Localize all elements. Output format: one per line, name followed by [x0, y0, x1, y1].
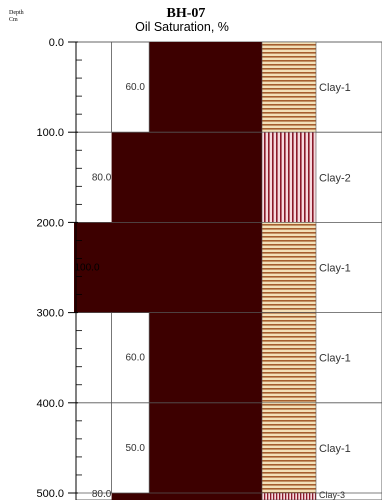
lithology-label-0: Clay-1	[319, 82, 351, 94]
saturation-bar-3	[149, 312, 262, 403]
saturation-bar-4	[149, 402, 262, 493]
depth-tick-label-5: 500.0	[36, 488, 64, 500]
chart-subtitle: Oil Saturation, %	[135, 20, 229, 34]
lithology-cell-1	[261, 131, 317, 223]
depth-tick-label-4: 400.0	[36, 398, 64, 410]
saturation-bars	[74, 42, 262, 500]
lithology-cell-2	[261, 222, 317, 313]
lithology-label-2: Clay-1	[319, 263, 351, 275]
saturation-bar-0	[149, 42, 262, 133]
lithology-cell-3	[261, 312, 317, 404]
saturation-value-label-1: 80.0	[92, 172, 112, 183]
saturation-bar-5	[111, 493, 262, 500]
saturation-value-label-0: 60.0	[125, 82, 145, 93]
saturation-value-label-4: 50.0	[125, 443, 145, 454]
saturation-value-label-3: 60.0	[125, 353, 145, 364]
saturation-bar-2	[74, 222, 262, 313]
depth-tick-label-1: 100.0	[36, 127, 64, 139]
chart-title: BH-07	[167, 6, 206, 21]
saturation-bar-1	[111, 132, 262, 223]
lithology-label-3: Clay-1	[319, 353, 351, 365]
depth-tick-label-3: 300.0	[36, 308, 64, 320]
lithology-labels: Clay-1 Clay-2 Clay-1 Clay-1 Clay-1 Clay-3	[319, 82, 351, 500]
depth-axis-label: Depth	[9, 10, 24, 16]
saturation-value-label-2: 100.0	[74, 263, 99, 274]
lithology-cell-0	[261, 41, 317, 133]
depth-tick-label-2: 200.0	[36, 217, 64, 229]
lithology-column	[261, 41, 317, 500]
depth-axis-unit: Cm	[9, 17, 18, 23]
depth-tick-label-0: 0.0	[49, 37, 64, 49]
saturation-value-labels: 60.0 80.0 100.0 60.0 50.0 80.0	[74, 82, 145, 500]
grid-lines	[76, 42, 382, 494]
lithology-label-5: Clay-3	[319, 490, 345, 500]
lithology-cell-4	[261, 402, 317, 494]
saturation-value-label-5: 80.0	[92, 489, 112, 500]
lithology-label-4: Clay-1	[319, 443, 351, 455]
depth-axis: 0.0 100.0 200.0 300.0 400.0 500.0	[36, 37, 82, 500]
lithology-cell-5	[261, 492, 317, 500]
lithology-label-1: Clay-2	[319, 172, 351, 184]
